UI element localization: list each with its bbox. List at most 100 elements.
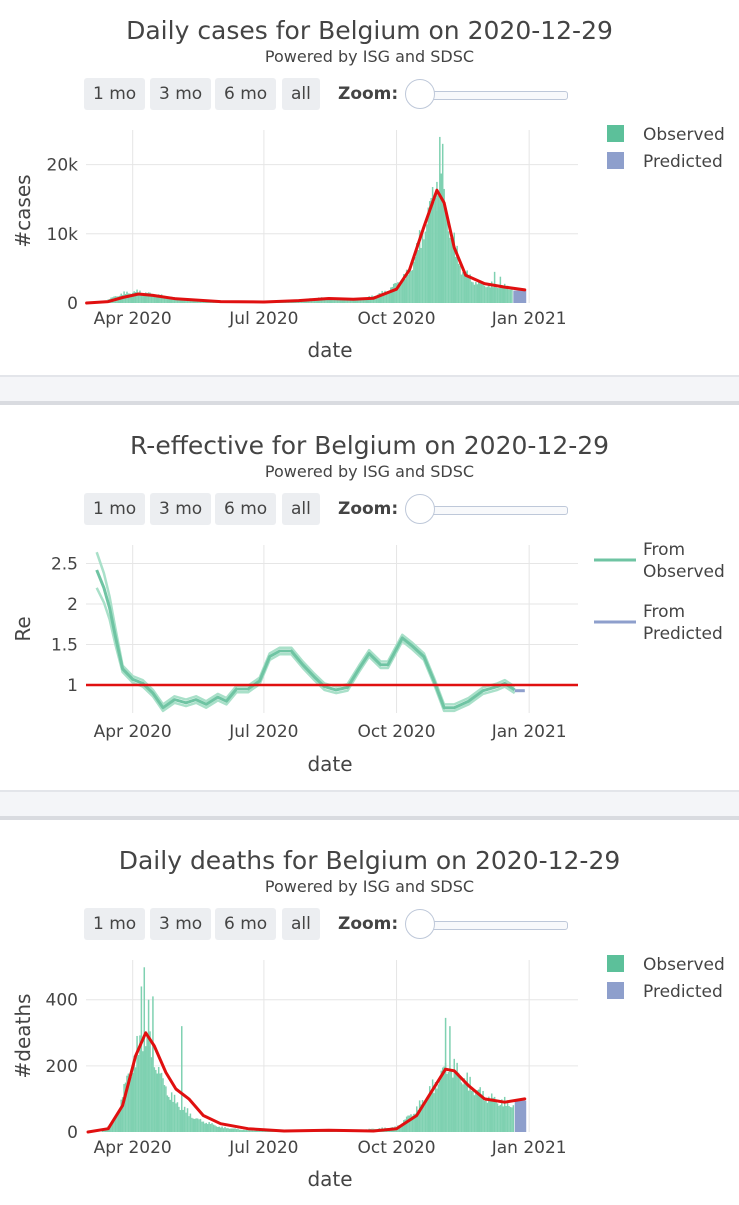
observed-bar	[448, 231, 450, 303]
observed-bar	[144, 967, 146, 1132]
observed-bar	[407, 1116, 409, 1132]
observed-bar	[413, 262, 415, 303]
observed-bar	[479, 283, 481, 303]
x-tick-label: Oct 2020	[357, 1138, 435, 1158]
observed-bar	[250, 1130, 252, 1132]
legend-label-observed: Observed	[643, 955, 725, 975]
observed-bar	[451, 1071, 453, 1132]
observed-bar	[191, 1118, 193, 1132]
observed-bar	[412, 270, 414, 303]
y-tick-label: 400	[46, 991, 78, 1011]
observed-bar	[123, 1084, 125, 1132]
reff-panel: R-effective for Belgium on 2020-12-29 Po…	[0, 415, 739, 790]
x-tick-label: Apr 2020	[94, 309, 172, 329]
observed-bar	[488, 1097, 490, 1132]
observed-bar	[409, 271, 411, 303]
observed-bar	[416, 1106, 418, 1132]
observed-bar	[430, 198, 432, 303]
observed-bar	[445, 209, 447, 303]
observed-bar	[146, 1037, 148, 1132]
y-axis-title: Re	[11, 616, 35, 641]
observed-bar	[255, 1131, 257, 1132]
observed-bar	[201, 1122, 203, 1132]
observed-bar	[472, 282, 474, 303]
observed-bar	[465, 1084, 467, 1132]
observed-bar	[436, 1089, 438, 1132]
observed-bar	[154, 1067, 156, 1132]
observed-bar	[187, 1108, 189, 1132]
observed-bar	[409, 1116, 411, 1132]
observed-bar	[501, 1099, 503, 1132]
observed-bar	[148, 1000, 150, 1132]
observed-bar	[423, 239, 425, 303]
observed-bar	[507, 1100, 509, 1132]
observed-bar	[221, 1126, 223, 1132]
observed-bar	[494, 272, 496, 303]
y-tick-label: 0	[67, 1123, 78, 1143]
observed-bar	[200, 1119, 202, 1132]
observed-bar	[165, 1086, 167, 1132]
observed-bar	[177, 1102, 179, 1132]
observed-bar	[490, 287, 492, 303]
observed-bar	[475, 282, 477, 303]
observed-bar	[500, 277, 502, 303]
predicted-bar	[515, 1101, 526, 1132]
legend-swatch-predicted	[607, 982, 624, 999]
observed-bar	[458, 264, 460, 303]
observed-bar	[214, 1125, 216, 1132]
x-tick-label: Jan 2021	[491, 722, 567, 742]
x-tick-label: Jul 2020	[228, 1138, 298, 1158]
observed-bar	[402, 282, 404, 303]
observed-bar	[508, 290, 510, 303]
observed-bar	[131, 1077, 133, 1132]
observed-bar	[425, 232, 427, 303]
x-axis-title: date	[307, 338, 352, 362]
observed-bar	[428, 208, 430, 303]
observed-bar	[206, 1123, 208, 1132]
observed-bar	[139, 291, 141, 303]
observed-bar	[452, 1078, 454, 1132]
observed-bar	[404, 279, 406, 303]
observed-bar	[407, 275, 409, 303]
observed-bar	[174, 1095, 176, 1132]
observed-bar	[159, 1073, 161, 1132]
observed-bar	[481, 282, 483, 303]
observed-bar	[224, 1127, 226, 1132]
observed-bar	[441, 174, 443, 303]
observed-bar	[230, 1129, 232, 1132]
observed-bar	[477, 284, 479, 303]
observed-bar	[253, 1131, 255, 1132]
observed-bar	[162, 1078, 164, 1132]
observed-bar	[181, 1026, 183, 1132]
cases-panel: Daily cases for Belgium on 2020-12-29 Po…	[0, 0, 739, 375]
observed-bar	[194, 1119, 196, 1132]
observed-bars	[102, 967, 514, 1132]
observed-bar	[422, 231, 424, 303]
observed-bar	[158, 1067, 160, 1132]
observed-bar	[204, 1124, 206, 1132]
observed-bar	[175, 1103, 177, 1132]
observed-bar	[466, 1073, 468, 1132]
observed-bar	[420, 248, 422, 303]
predicted-bar	[513, 291, 526, 303]
observed-bar	[428, 1095, 430, 1132]
observed-bar	[247, 1130, 249, 1132]
observed-bar	[217, 1127, 219, 1132]
legend-label-observed: Observed	[643, 562, 725, 582]
observed-ci-lower	[97, 588, 515, 711]
observed-bar	[436, 182, 438, 303]
observed-bar	[227, 1128, 229, 1132]
observed-bar	[116, 1116, 118, 1132]
observed-bar	[231, 1129, 233, 1132]
observed-bar	[468, 276, 470, 303]
observed-bar	[203, 1122, 205, 1132]
observed-bar	[510, 290, 512, 303]
observed-bar	[505, 1106, 507, 1132]
observed-bar	[511, 289, 513, 303]
observed-bar	[168, 1097, 170, 1132]
observed-bar	[239, 1130, 241, 1132]
observed-bar	[503, 287, 505, 303]
observed-bar	[182, 1110, 184, 1132]
x-tick-label: Oct 2020	[357, 722, 435, 742]
y-tick-label: 2	[67, 595, 78, 615]
